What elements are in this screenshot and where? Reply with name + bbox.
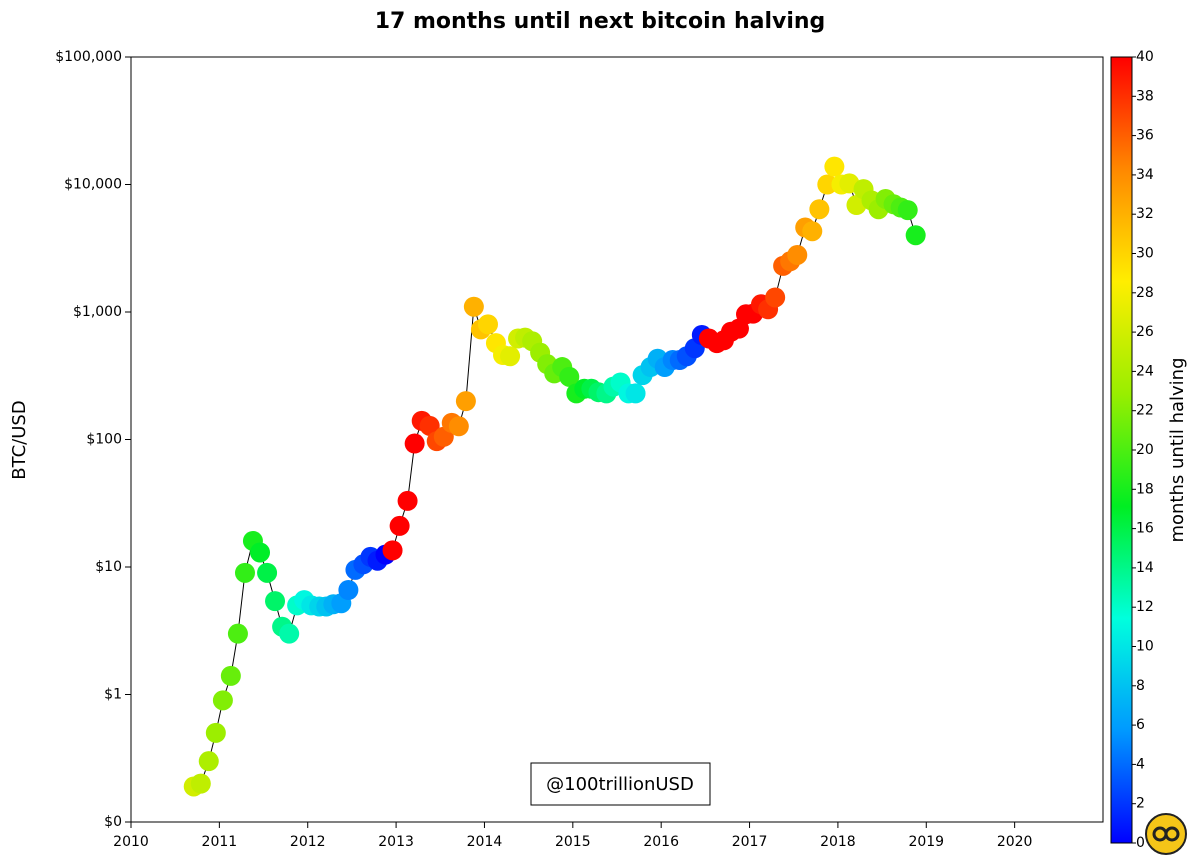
colorbar-tick-label: 30 [1136, 246, 1154, 262]
chart-title: 17 months until next bitcoin halving [375, 9, 826, 34]
x-tick-label: 2019 [908, 834, 944, 850]
price-point [279, 623, 300, 644]
colorbar-tick-label: 18 [1136, 481, 1154, 497]
colorbar-tick-label: 26 [1136, 324, 1154, 340]
colorbar-tick-label: 8 [1136, 678, 1145, 694]
colorbar-tick-label: 4 [1136, 756, 1145, 772]
colorbar-tick-label: 20 [1136, 442, 1154, 458]
price-point [227, 623, 248, 644]
price-point [220, 665, 241, 686]
colorbar-tick-label: 28 [1136, 285, 1154, 301]
y-tick-label: $10,000 [64, 177, 122, 193]
colorbar-tick-label: 36 [1136, 128, 1154, 144]
price-point [382, 540, 403, 561]
y-tick-label: $10 [95, 559, 122, 575]
price-point [397, 490, 418, 511]
colorbar-tick-label: 0 [1136, 835, 1145, 851]
x-tick-label: 2016 [643, 834, 679, 850]
price-point [897, 200, 918, 221]
price-point [809, 199, 830, 220]
price-point [338, 580, 359, 601]
colorbar-tick-label: 32 [1136, 206, 1154, 222]
colorbar [1110, 56, 1133, 844]
price-point [448, 416, 469, 437]
x-tick-label: 2017 [732, 834, 768, 850]
price-point [234, 562, 255, 583]
price-point [455, 391, 476, 412]
price-point [190, 773, 211, 794]
price-point [846, 195, 867, 216]
price-point [257, 562, 278, 583]
y-axis-label: BTC/USD [9, 400, 30, 479]
price-point [198, 751, 219, 772]
price-point [205, 722, 226, 743]
price-point [419, 415, 440, 436]
price-point [905, 225, 926, 246]
colorbar-tick-label: 22 [1136, 403, 1154, 419]
price-point [477, 314, 498, 335]
logo [1145, 813, 1187, 855]
x-tick-label: 2014 [467, 834, 503, 850]
y-tick-label: $100,000 [55, 49, 122, 65]
y-tick-label: $0 [104, 814, 122, 830]
y-tick-label: $1 [104, 687, 122, 703]
annotation-text: @100trillionUSD [546, 774, 694, 795]
y-tick-label: $100 [86, 432, 122, 448]
colorbar-tick-label: 6 [1136, 717, 1145, 733]
x-tick-label: 2012 [290, 834, 326, 850]
colorbar-tick-label: 2 [1136, 796, 1145, 812]
colorbar-tick-label: 10 [1136, 639, 1154, 655]
colorbar-tick-label: 12 [1136, 599, 1154, 615]
x-tick-label: 2011 [202, 834, 238, 850]
price-point [559, 366, 580, 387]
price-point [463, 296, 484, 317]
annotation-box [530, 762, 711, 806]
colorbar-tick-label: 24 [1136, 363, 1154, 379]
price-point [500, 346, 521, 367]
price-point [404, 433, 425, 454]
colorbar-tick-label: 34 [1136, 167, 1154, 183]
x-tick-label: 2013 [378, 834, 414, 850]
price-line [193, 165, 917, 787]
colorbar-tick-label: 40 [1136, 49, 1154, 65]
price-point [802, 221, 823, 242]
x-tick-label: 2018 [820, 834, 856, 850]
annotation: @100trillionUSD [530, 762, 711, 806]
price-point [787, 244, 808, 265]
price-point [824, 156, 845, 177]
price-point [389, 515, 410, 536]
x-tick-label: 2010 [113, 834, 149, 850]
colorbar-tick-label: 14 [1136, 560, 1154, 576]
price-point [765, 287, 786, 308]
x-tick-label: 2020 [997, 834, 1033, 850]
price-point [212, 690, 233, 711]
price-point [625, 383, 646, 404]
colorbar-tick-label: 38 [1136, 88, 1154, 104]
price-point [250, 542, 271, 563]
colorbar-label: months until halving [1167, 357, 1188, 542]
price-point [265, 591, 286, 612]
x-tick-label: 2015 [555, 834, 591, 850]
price-point [817, 174, 838, 195]
plot-frame [130, 56, 1104, 823]
colorbar-tick-label: 16 [1136, 521, 1154, 537]
y-tick-label: $1,000 [73, 304, 122, 320]
